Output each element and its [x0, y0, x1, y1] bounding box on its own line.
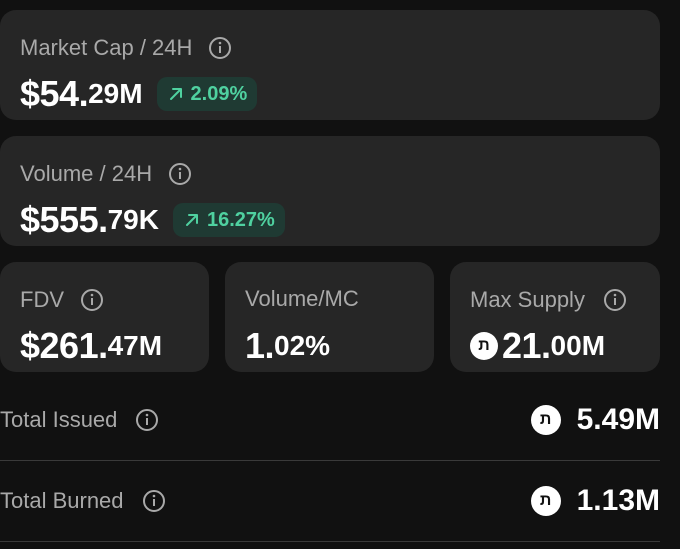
total-burned-label-group: Total Burned: [0, 488, 166, 514]
fdv-value-group: $261. 47M: [20, 328, 162, 364]
market-cap-value-group: $54. 29M 2.09%: [20, 73, 258, 114]
info-icon[interactable]: [208, 36, 232, 60]
volume-card: Volume / 24H $555. 79K 16.27%: [0, 136, 660, 246]
fdv-label-group: FDV: [20, 288, 104, 312]
volume-mc-value-decimal: 02%: [274, 330, 331, 361]
volume-value-decimal: 79K: [107, 204, 159, 235]
volume-mc-label: Volume/MC: [245, 286, 359, 311]
volume-mc-value-main: 1.: [245, 325, 275, 366]
total-burned-value: 1.13M: [576, 484, 660, 517]
info-icon[interactable]: [142, 489, 166, 513]
fdv-label: FDV: [20, 287, 64, 312]
info-icon[interactable]: [80, 288, 104, 312]
market-cap-card: Market Cap / 24H $54. 29M 2.09%: [0, 10, 660, 120]
max-supply-value-group: ת 21. 00M: [470, 328, 605, 364]
total-issued-value-group: ת 5.49M: [530, 403, 660, 437]
arrow-up-right-icon: [185, 214, 198, 226]
fdv-card: FDV $261. 47M: [0, 262, 209, 372]
max-supply-value-decimal: 00M: [550, 330, 606, 361]
volume-mc-card: Volume/MC 1. 02%: [225, 262, 434, 372]
market-cap-label: Market Cap / 24H: [20, 35, 193, 60]
max-supply-label: Max Supply: [470, 287, 585, 312]
volume-change: 16.27%: [206, 209, 275, 231]
divider: [0, 541, 660, 542]
volume-label: Volume / 24H: [20, 161, 153, 186]
total-burned-row: Total Burned ת 1.13M: [0, 461, 660, 541]
max-supply-card: Max Supply ת 21. 00M: [450, 262, 660, 372]
token-icon: ת: [530, 405, 561, 435]
info-icon[interactable]: [168, 162, 192, 186]
market-cap-value-main: $54.: [20, 73, 89, 114]
market-cap-change: 2.09%: [190, 83, 248, 105]
total-issued-value: 5.49M: [576, 403, 660, 436]
total-issued-label-group: Total Issued: [0, 407, 159, 433]
volume-value-main: $555.: [20, 199, 108, 240]
max-supply-value-main: 21.: [502, 325, 551, 366]
fdv-value-main: $261.: [20, 325, 108, 366]
total-burned-label: Total Burned: [0, 488, 124, 513]
max-supply-label-group: Max Supply: [470, 288, 627, 312]
total-issued-row: Total Issued ת 5.49M: [0, 380, 660, 460]
market-cap-change-badge: 2.09%: [156, 77, 258, 111]
volume-change-badge: 16.27%: [172, 203, 285, 237]
token-icon: ת: [470, 332, 498, 360]
volume-label-group: Volume / 24H: [20, 162, 192, 186]
market-cap-value-decimal: 29M: [88, 78, 143, 109]
total-issued-label: Total Issued: [0, 407, 118, 432]
market-cap-label-group: Market Cap / 24H: [20, 36, 232, 60]
token-icon: ת: [530, 486, 561, 516]
volume-mc-value-group: 1. 02%: [245, 328, 330, 364]
fdv-value-decimal: 47M: [107, 330, 163, 361]
total-burned-value-group: ת 1.13M: [530, 484, 660, 518]
divider: [0, 460, 660, 461]
volume-mc-label-group: Volume/MC: [245, 288, 359, 310]
volume-value-group: $555. 79K 16.27%: [20, 202, 285, 238]
arrow-up-right-icon: [169, 88, 182, 100]
info-icon[interactable]: [603, 288, 627, 312]
info-icon[interactable]: [135, 408, 159, 432]
